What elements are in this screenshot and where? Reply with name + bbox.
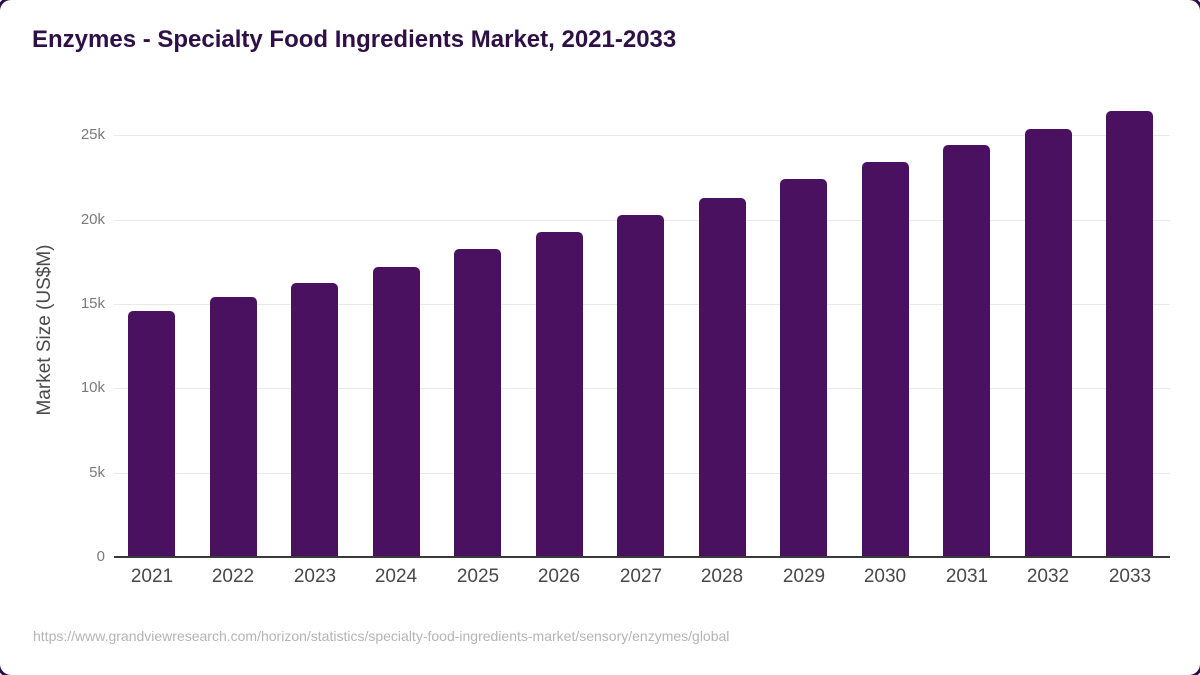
bar-2032[interactable]: [1025, 129, 1072, 557]
x-tick-label-2033: 2033: [1108, 566, 1152, 587]
x-tick-label-2022: 2022: [211, 566, 255, 587]
source-url: https://www.grandviewresearch.com/horizo…: [33, 628, 730, 644]
x-tick-label-2024: 2024: [374, 566, 418, 587]
y-tick-label-0: 0: [96, 548, 105, 565]
bar-2031[interactable]: [943, 145, 990, 557]
bar-2029[interactable]: [780, 179, 827, 557]
x-tick-label-2025: 2025: [456, 566, 500, 587]
bar-2027[interactable]: [617, 215, 664, 557]
x-axis-line: [114, 556, 1170, 558]
bar-2033[interactable]: [1106, 111, 1153, 557]
x-tick-label-2030: 2030: [863, 566, 907, 587]
x-tick-label-2021: 2021: [130, 566, 174, 587]
bar-2021[interactable]: [128, 311, 175, 557]
bar-2022[interactable]: [210, 297, 257, 557]
chart-title: Enzymes - Specialty Food Ingredients Mar…: [32, 26, 677, 53]
x-tick-label-2023: 2023: [293, 566, 337, 587]
bar-2026[interactable]: [536, 232, 583, 557]
x-tick-label-2027: 2027: [619, 566, 663, 587]
x-tick-label-2026: 2026: [537, 566, 581, 587]
y-tick-label-5k: 5k: [89, 464, 105, 481]
bar-2030[interactable]: [862, 162, 909, 557]
y-tick-label-10k: 10k: [80, 379, 105, 396]
gridline-25k: [114, 135, 1170, 136]
bar-2028[interactable]: [699, 198, 746, 557]
x-tick-label-2032: 2032: [1026, 566, 1070, 587]
x-tick-label-2028: 2028: [700, 566, 744, 587]
x-tick-label-2031: 2031: [945, 566, 989, 587]
bar-2025[interactable]: [454, 249, 501, 557]
bar-2023[interactable]: [291, 283, 338, 557]
y-tick-label-15k: 15k: [80, 295, 105, 312]
bar-2024[interactable]: [373, 267, 420, 557]
y-tick-label-25k: 25k: [80, 126, 105, 143]
x-tick-label-2029: 2029: [782, 566, 826, 587]
y-tick-label-20k: 20k: [80, 211, 105, 228]
